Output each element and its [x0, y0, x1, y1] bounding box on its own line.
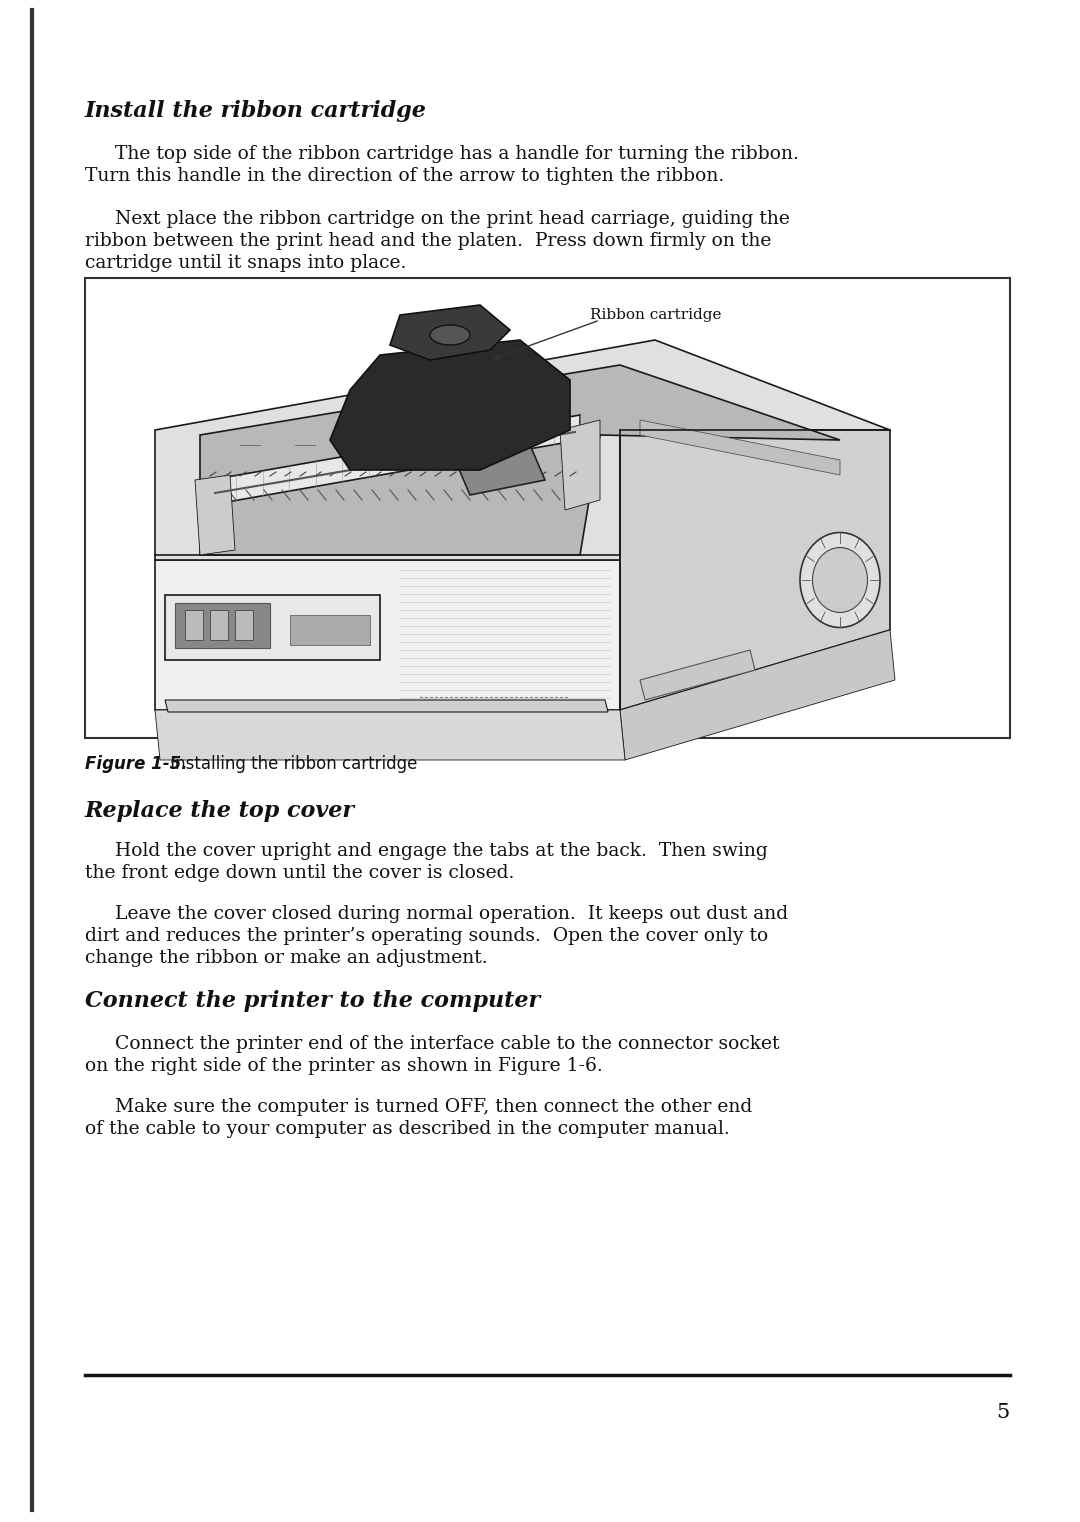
Polygon shape	[156, 339, 890, 560]
Polygon shape	[156, 709, 625, 759]
Text: cartridge until it snaps into place.: cartridge until it snaps into place.	[85, 254, 406, 272]
Polygon shape	[640, 420, 840, 475]
Polygon shape	[200, 365, 840, 556]
Polygon shape	[330, 339, 570, 470]
Text: Turn this handle in the direction of the arrow to tighten the ribbon.: Turn this handle in the direction of the…	[85, 167, 725, 186]
Polygon shape	[455, 444, 545, 495]
Polygon shape	[175, 603, 270, 648]
Polygon shape	[195, 475, 235, 556]
Polygon shape	[561, 420, 600, 510]
Text: 5: 5	[997, 1403, 1010, 1422]
Text: of the cable to your computer as described in the computer manual.: of the cable to your computer as describ…	[85, 1120, 730, 1138]
Ellipse shape	[812, 548, 867, 612]
Text: ribbon between the print head and the platen.  Press down firmly on the: ribbon between the print head and the pl…	[85, 231, 771, 250]
Polygon shape	[185, 610, 203, 639]
Bar	[85, 279, 1010, 738]
Text: Replace the top cover: Replace the top cover	[85, 801, 355, 822]
Text: Hold the cover upright and engage the tabs at the back.  Then swing: Hold the cover upright and engage the ta…	[85, 842, 768, 860]
Text: The top side of the ribbon cartridge has a handle for turning the ribbon.: The top side of the ribbon cartridge has…	[85, 145, 799, 163]
Polygon shape	[165, 595, 380, 661]
Text: on the right side of the printer as shown in Figure 1-6.: on the right side of the printer as show…	[85, 1056, 603, 1075]
Polygon shape	[156, 560, 620, 709]
Text: dirt and reduces the printer’s operating sounds.  Open the cover only to: dirt and reduces the printer’s operating…	[85, 927, 768, 945]
Polygon shape	[291, 615, 370, 645]
Text: Next place the ribbon cartridge on the print head carriage, guiding the: Next place the ribbon cartridge on the p…	[85, 210, 789, 228]
Polygon shape	[210, 610, 228, 639]
Text: Connect the printer end of the interface cable to the connector socket: Connect the printer end of the interface…	[85, 1035, 780, 1053]
Polygon shape	[165, 700, 608, 712]
Text: Installing the ribbon cartridge: Installing the ribbon cartridge	[165, 755, 417, 773]
Text: Install the ribbon cartridge: Install the ribbon cartridge	[85, 100, 427, 122]
Ellipse shape	[430, 326, 470, 345]
Text: the front edge down until the cover is closed.: the front edge down until the cover is c…	[85, 864, 514, 883]
Text: Figure 1-5.: Figure 1-5.	[85, 755, 188, 773]
Text: Make sure the computer is turned OFF, then connect the other end: Make sure the computer is turned OFF, th…	[85, 1097, 753, 1116]
Ellipse shape	[800, 533, 880, 627]
Polygon shape	[390, 304, 510, 361]
Text: change the ribbon or make an adjustment.: change the ribbon or make an adjustment.	[85, 950, 488, 966]
Polygon shape	[235, 610, 253, 639]
Polygon shape	[640, 650, 755, 700]
Polygon shape	[620, 630, 895, 759]
Polygon shape	[210, 416, 580, 505]
Text: Leave the cover closed during normal operation.  It keeps out dust and: Leave the cover closed during normal ope…	[85, 906, 788, 922]
Polygon shape	[620, 431, 890, 709]
Text: Ribbon cartridge: Ribbon cartridge	[590, 307, 721, 323]
Text: Connect the printer to the computer: Connect the printer to the computer	[85, 989, 540, 1012]
